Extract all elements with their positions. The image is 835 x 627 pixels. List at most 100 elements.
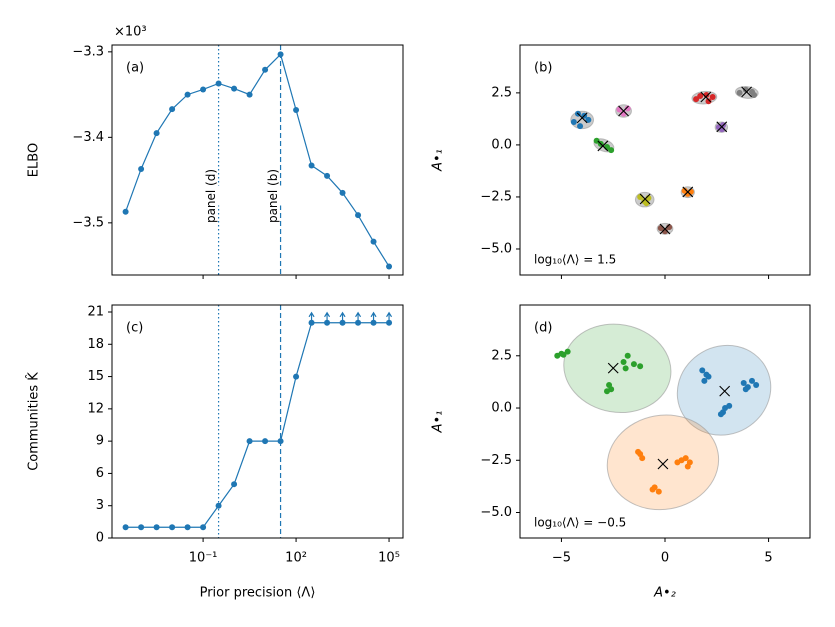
y-tick-label: −3.5 xyxy=(72,215,104,230)
y-tick-label: 21 xyxy=(87,304,104,319)
line xyxy=(125,322,390,528)
y-axis-label: ELBO xyxy=(27,143,42,177)
y-tick-label: 2.5 xyxy=(491,348,512,363)
point xyxy=(655,488,662,495)
panel-label: (a) xyxy=(126,61,144,76)
point xyxy=(705,98,712,105)
point xyxy=(717,411,724,418)
point xyxy=(324,172,331,179)
point xyxy=(577,123,584,130)
y-tick-label: −3.3 xyxy=(72,44,104,59)
point xyxy=(635,448,642,455)
x-axis-label: Prior precision ⟨Λ⟩ xyxy=(200,586,316,601)
y-tick-label: 12 xyxy=(87,401,104,416)
point xyxy=(630,361,637,368)
censored-arrow xyxy=(324,311,331,323)
y-tick-label: 18 xyxy=(87,337,104,352)
point xyxy=(742,386,749,393)
point xyxy=(122,524,129,531)
panel: 2.5 0.0 −2.5 −5.0 −5 0 5 A•₁ A•₂ (d) log₁₀⟨Λ⟩ = −0… xyxy=(431,304,811,601)
x-tick-label: 10⁵ xyxy=(378,551,400,566)
x-tick-label: 0 xyxy=(661,551,669,566)
panel: 0 3 6 9 12 15 18 21 10⁻¹ 10² 10⁵ Communities K̂ Prio… xyxy=(26,304,404,601)
x-tick-label: 10² xyxy=(285,551,307,566)
center-cross xyxy=(576,112,588,124)
point xyxy=(153,524,160,531)
y-tick-label: −2.5 xyxy=(480,189,512,204)
point xyxy=(736,89,743,96)
center-cross xyxy=(597,140,609,152)
offset-text: ×10³ xyxy=(114,25,147,40)
reference-label: panel (d) xyxy=(204,169,218,223)
center-cross xyxy=(741,86,753,98)
panel-label: (b) xyxy=(534,61,552,76)
point xyxy=(682,455,689,462)
y-axis-label: A•₁ xyxy=(431,411,446,434)
point xyxy=(608,147,615,154)
center-cross xyxy=(716,121,728,133)
center-cross xyxy=(719,385,731,397)
center-cross xyxy=(700,91,712,103)
point xyxy=(742,86,749,93)
point xyxy=(624,352,631,359)
point xyxy=(649,486,656,493)
annotation: log₁₀⟨Λ⟩ = −0.5 xyxy=(534,516,626,530)
point xyxy=(138,165,145,172)
point xyxy=(277,438,284,445)
cluster-ellipse xyxy=(606,414,720,511)
center-cross xyxy=(639,193,651,205)
point xyxy=(593,137,600,144)
point xyxy=(355,212,362,219)
point xyxy=(637,363,644,370)
point xyxy=(620,359,627,366)
point xyxy=(246,91,253,98)
reference-label-bg xyxy=(245,185,302,206)
axes-frame xyxy=(111,44,404,276)
point xyxy=(564,348,571,355)
x-tick-label: 5 xyxy=(764,551,772,566)
point xyxy=(293,373,300,380)
censored-arrow xyxy=(370,311,377,323)
point xyxy=(215,80,222,87)
center-cross xyxy=(657,458,669,470)
center-cross xyxy=(682,186,694,198)
point xyxy=(200,86,207,93)
panel: −3.3 −3.4 −3.5 ELBO ×10³ (a) panel (d) panel (b… xyxy=(27,25,404,279)
point xyxy=(693,96,700,103)
point xyxy=(231,481,238,488)
point xyxy=(231,85,238,92)
point xyxy=(138,524,145,531)
y-axis-label: A•₁ xyxy=(431,149,446,172)
panel-label: (d) xyxy=(534,321,552,336)
y-tick-label: −5.0 xyxy=(480,241,512,256)
y-tick-label: −5.0 xyxy=(480,505,512,520)
point xyxy=(585,116,592,123)
point xyxy=(749,377,755,384)
panel: 2.5 0.0 −2.5 −5.0 A•₁ (b) log₁₀⟨Λ⟩ = 1.5 xyxy=(431,44,811,279)
point xyxy=(169,524,176,531)
point xyxy=(246,438,253,445)
point xyxy=(709,94,716,101)
point xyxy=(153,130,160,137)
point xyxy=(308,162,315,169)
point xyxy=(560,351,567,358)
point xyxy=(370,238,377,245)
point xyxy=(684,463,691,470)
censored-arrow xyxy=(308,311,315,323)
point xyxy=(386,263,393,270)
point xyxy=(622,365,629,372)
point xyxy=(751,91,758,98)
center-cross xyxy=(659,223,671,235)
y-tick-label: 6 xyxy=(96,466,104,481)
point xyxy=(262,438,269,445)
point xyxy=(604,388,610,395)
point xyxy=(570,119,577,126)
point xyxy=(122,208,129,215)
point xyxy=(699,367,706,374)
point xyxy=(169,106,176,113)
x-tick-label: −5 xyxy=(552,551,571,566)
point xyxy=(624,105,631,112)
point xyxy=(753,382,760,389)
point xyxy=(184,524,191,531)
y-tick-label: 2.5 xyxy=(491,85,512,100)
